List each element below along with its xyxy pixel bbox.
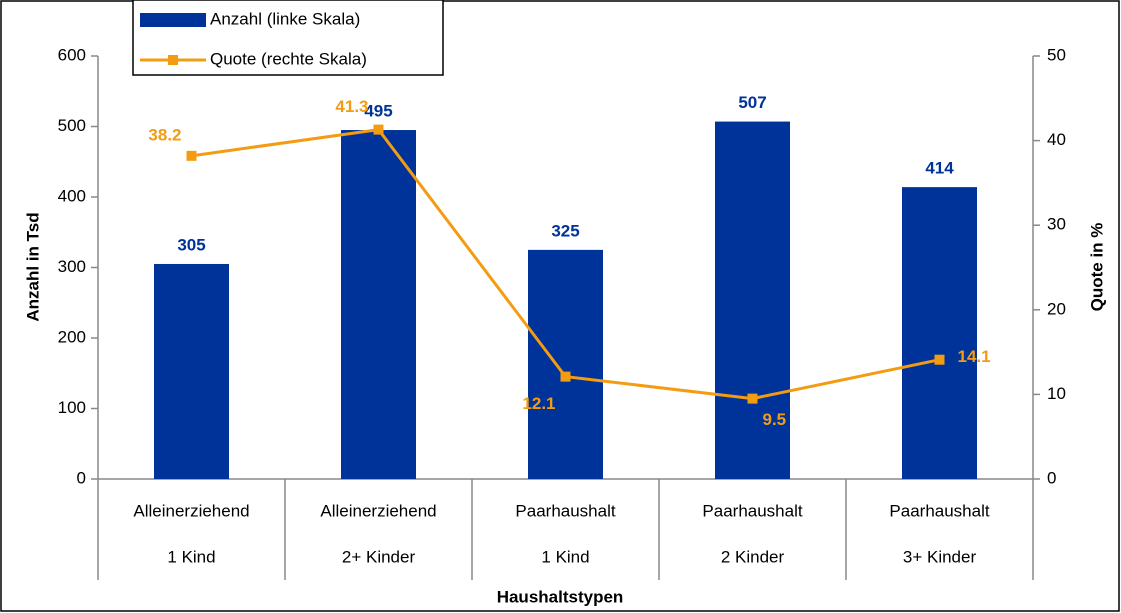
bar xyxy=(902,187,977,479)
bar xyxy=(715,121,790,479)
y2-tick-label: 0 xyxy=(1047,468,1056,487)
x-tick-label: 3+ Kinder xyxy=(903,547,977,566)
line-marker xyxy=(934,354,945,365)
x-tick-label: 2+ Kinder xyxy=(342,547,416,566)
x-tick-label: 2 Kinder xyxy=(721,547,785,566)
bar-value-label: 495 xyxy=(364,102,392,121)
x-tick-label: Alleinerziehend xyxy=(320,501,436,520)
y-tick-label: 200 xyxy=(58,327,86,346)
legend-label: Anzahl (linke Skala) xyxy=(210,9,360,28)
x-tick-label: Paarhaushalt xyxy=(702,501,802,520)
legend-swatch xyxy=(140,13,206,27)
line-marker xyxy=(186,150,197,161)
line-marker xyxy=(373,124,384,135)
bar-value-label: 325 xyxy=(551,221,579,240)
y2-tick-label: 40 xyxy=(1047,130,1066,149)
x-tick-label: 1 Kind xyxy=(167,547,215,566)
line-value-label: 9.5 xyxy=(763,410,787,429)
x-tick-label: Alleinerziehend xyxy=(133,501,249,520)
y2-tick-label: 20 xyxy=(1047,299,1066,318)
bar xyxy=(341,130,416,479)
y-tick-label: 600 xyxy=(58,45,86,64)
y-tick-label: 100 xyxy=(58,398,86,417)
y2-tick-label: 10 xyxy=(1047,384,1066,403)
x-tick-label: Paarhaushalt xyxy=(889,501,989,520)
bar xyxy=(528,249,603,479)
y2-tick-label: 50 xyxy=(1047,45,1066,64)
bar-value-label: 507 xyxy=(738,93,766,112)
legend-label: Quote (rechte Skala) xyxy=(210,49,367,68)
y2-tick-label: 30 xyxy=(1047,215,1066,234)
legend-swatch-marker xyxy=(168,55,178,65)
x-tick-label: Paarhaushalt xyxy=(515,501,615,520)
line-value-label: 41.3 xyxy=(335,97,368,116)
line-value-label: 14.1 xyxy=(958,347,991,366)
y-tick-label: 500 xyxy=(58,116,86,135)
line-value-label: 38.2 xyxy=(148,125,181,144)
y-tick-label: 300 xyxy=(58,257,86,276)
bar xyxy=(154,263,229,479)
bar-value-label: 305 xyxy=(177,235,205,254)
y-tick-label: 400 xyxy=(58,186,86,205)
y2-axis-title: Quote in % xyxy=(1087,223,1106,312)
line-marker xyxy=(747,393,758,404)
legend-box xyxy=(132,0,444,76)
y-axis-title: Anzahl in Tsd xyxy=(23,212,42,321)
line-marker xyxy=(560,371,571,382)
x-axis-title: Haushaltstypen xyxy=(497,587,624,606)
x-tick-label: 1 Kind xyxy=(541,547,589,566)
y-tick-label: 0 xyxy=(77,468,86,487)
line-value-label: 12.1 xyxy=(522,394,555,413)
bar-value-label: 414 xyxy=(925,159,954,178)
